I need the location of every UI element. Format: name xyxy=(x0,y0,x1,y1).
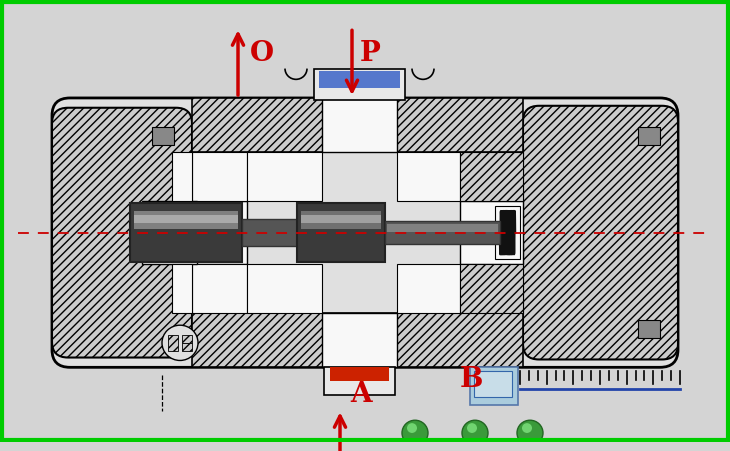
Bar xyxy=(192,264,247,313)
Bar xyxy=(130,203,242,262)
Bar xyxy=(460,201,523,264)
Bar xyxy=(192,201,247,264)
Circle shape xyxy=(402,420,428,446)
Bar xyxy=(192,313,523,367)
Text: O: O xyxy=(250,40,274,67)
Bar xyxy=(324,367,395,395)
Bar xyxy=(460,264,523,313)
Circle shape xyxy=(162,325,198,360)
Circle shape xyxy=(467,423,477,433)
Bar xyxy=(495,206,520,259)
Bar xyxy=(168,335,178,351)
Bar xyxy=(247,264,322,313)
Circle shape xyxy=(522,423,532,433)
Bar xyxy=(301,211,381,229)
Text: A: A xyxy=(350,381,372,408)
FancyBboxPatch shape xyxy=(52,98,678,367)
Bar xyxy=(638,127,660,145)
Text: P: P xyxy=(360,40,381,67)
Bar xyxy=(385,221,500,244)
Bar xyxy=(134,211,238,229)
Bar xyxy=(460,152,523,201)
Text: B: B xyxy=(460,366,483,393)
Bar xyxy=(314,69,405,100)
Bar xyxy=(473,152,482,201)
Bar xyxy=(322,313,397,367)
Circle shape xyxy=(407,423,417,433)
Bar xyxy=(182,343,192,351)
Circle shape xyxy=(462,420,488,446)
Bar xyxy=(172,152,192,201)
Bar xyxy=(397,264,460,313)
Bar xyxy=(638,320,660,338)
Bar xyxy=(172,264,192,313)
Bar xyxy=(152,127,174,145)
Bar xyxy=(397,152,460,201)
Bar xyxy=(319,70,400,88)
FancyBboxPatch shape xyxy=(52,108,192,358)
Bar xyxy=(330,367,389,381)
Bar xyxy=(192,98,523,152)
Bar xyxy=(182,335,192,343)
Circle shape xyxy=(517,420,543,446)
Bar xyxy=(247,152,322,201)
Bar xyxy=(301,215,381,223)
Bar xyxy=(474,371,512,397)
FancyBboxPatch shape xyxy=(523,106,678,359)
Bar xyxy=(242,219,297,246)
Bar xyxy=(142,201,197,264)
Bar xyxy=(134,215,238,223)
Bar xyxy=(322,98,397,152)
Bar xyxy=(470,367,518,405)
Bar xyxy=(387,224,498,232)
Bar xyxy=(192,152,247,201)
Bar xyxy=(297,203,385,262)
